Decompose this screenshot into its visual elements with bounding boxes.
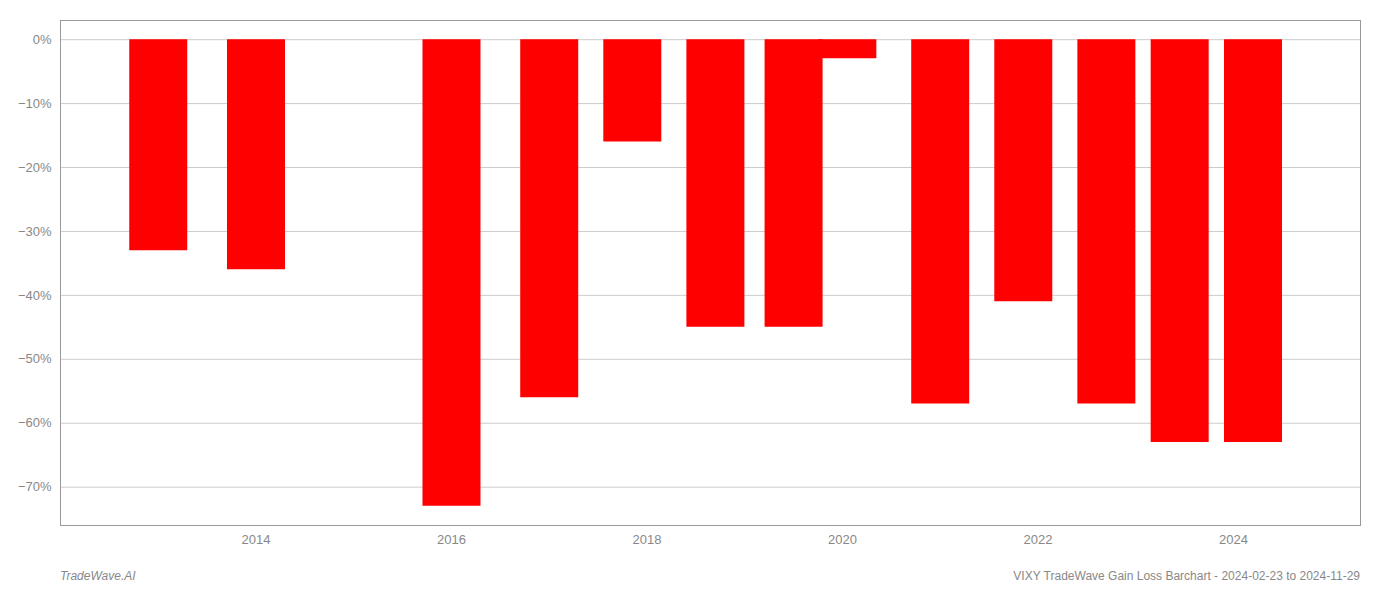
svg-text:2014: 2014	[242, 532, 271, 547]
svg-text:−60%: −60%	[18, 415, 52, 430]
svg-text:−50%: −50%	[18, 351, 52, 366]
svg-text:−20%: −20%	[18, 160, 52, 175]
html-text:TradeWave.AI: TradeWave.AI	[60, 569, 136, 583]
svg-text:2022: 2022	[1023, 532, 1052, 547]
svg-text:2020: 2020	[828, 532, 857, 547]
svg-text:0%: 0%	[33, 32, 52, 47]
svg-text:−70%: −70%	[18, 479, 52, 494]
svg-text:−40%: −40%	[18, 288, 52, 303]
svg-text:2024: 2024	[1219, 532, 1248, 547]
svg-text:2016: 2016	[437, 532, 466, 547]
svg-text:−30%: −30%	[18, 224, 52, 239]
html-text:VIXY TradeWave Gain Loss Barch: VIXY TradeWave Gain Loss Barchart - 2024…	[1013, 569, 1360, 583]
svg-text:−10%: −10%	[18, 96, 52, 111]
svg-text:2018: 2018	[633, 532, 662, 547]
